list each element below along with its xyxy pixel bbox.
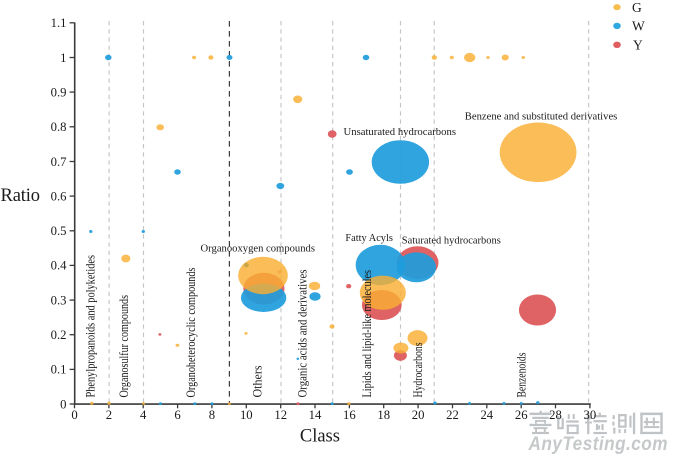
svg-text:0.2: 0.2 [51,328,67,342]
svg-text:Phenylpropanoids and polyketid: Phenylpropanoids and polyketides [84,255,98,398]
svg-text:Organoheterocyclic compounds: Organoheterocyclic compounds [184,267,198,397]
svg-text:Others: Others [251,365,265,397]
svg-text:0: 0 [71,408,77,422]
svg-text:0: 0 [60,397,66,411]
svg-text:Ratio: Ratio [1,186,41,206]
svg-text:Hydrocarbons: Hydrocarbons [411,342,425,397]
svg-text:0.5: 0.5 [51,224,67,238]
svg-text:G: G [632,0,642,15]
svg-text:30: 30 [584,408,597,422]
svg-text:0.4: 0.4 [51,259,68,273]
svg-text:Unsaturated hydrocarbons: Unsaturated hydrocarbons [344,126,457,138]
svg-text:Organosulfur compounds: Organosulfur compounds [117,295,131,398]
svg-text:Y: Y [633,38,643,53]
svg-text:20: 20 [412,408,425,422]
svg-text:0.3: 0.3 [51,293,67,307]
svg-text:Benzenoids: Benzenoids [515,352,529,397]
svg-text:22: 22 [446,408,459,422]
svg-text:Benzene and substituted deriva: Benzene and substituted derivatives [465,111,618,123]
svg-text:26: 26 [515,408,528,422]
svg-text:24: 24 [480,408,493,422]
svg-text:Fatty Acyls: Fatty Acyls [345,232,393,244]
svg-text:2: 2 [106,408,112,422]
svg-text:Organic acids and derivatives: Organic acids and derivatives [295,269,309,397]
svg-text:0.8: 0.8 [51,120,67,134]
svg-text:0.6: 0.6 [51,189,67,203]
svg-text:4: 4 [140,408,147,422]
svg-text:16: 16 [343,408,356,422]
svg-text:AnyTesting.com: AnyTesting.com [528,434,668,455]
svg-text:0.1: 0.1 [51,363,67,377]
svg-text:12: 12 [274,408,287,422]
svg-text:0.9: 0.9 [51,85,67,99]
svg-text:Organooxygen compounds: Organooxygen compounds [201,243,316,255]
svg-text:Saturated hydrocarbons: Saturated hydrocarbons [402,234,501,246]
svg-text:Class: Class [300,427,340,447]
svg-text:6: 6 [174,408,180,422]
svg-text:1.1: 1.1 [51,16,67,30]
svg-text:28: 28 [549,408,562,422]
svg-text:W: W [632,19,645,34]
svg-text:18: 18 [377,408,390,422]
svg-text:0.7: 0.7 [51,155,67,169]
svg-text:Lipids and lipid-like molecule: Lipids and lipid-like molecules [360,270,374,398]
svg-text:8: 8 [209,408,215,422]
svg-text:10: 10 [240,408,253,422]
svg-text:14: 14 [309,408,322,422]
svg-text:1: 1 [60,51,66,65]
